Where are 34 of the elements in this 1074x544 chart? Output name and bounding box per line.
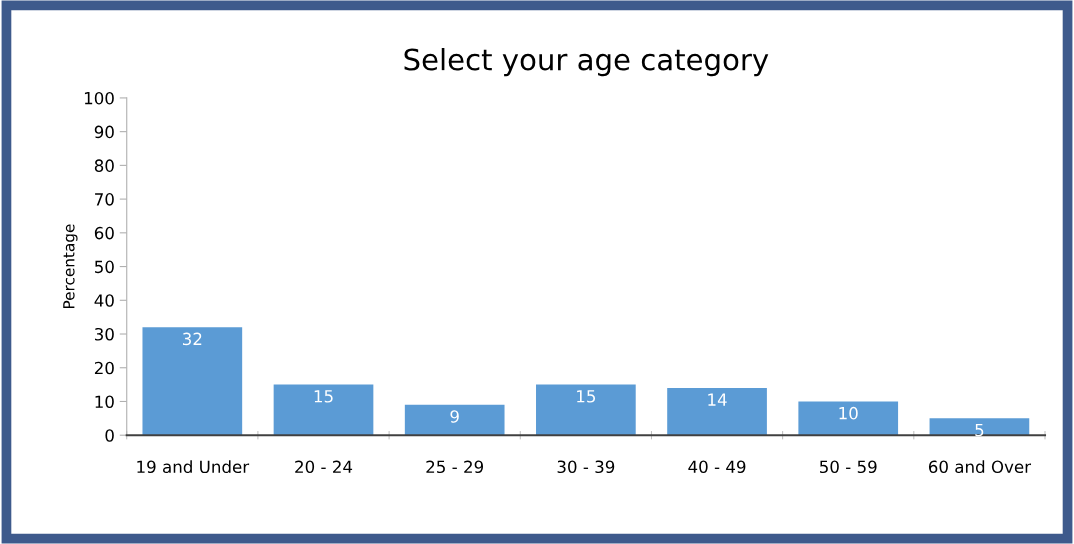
chart-title: Select your age category <box>404 47 769 77</box>
x-tick-label: 20 - 24 <box>295 460 353 474</box>
y-tick-label: 20 <box>94 361 114 375</box>
y-tick-label: 10 <box>95 395 114 409</box>
y-tick-label: 60 <box>94 226 114 240</box>
y-tick-label: 100 <box>84 91 114 105</box>
x-tick-label: 25 - 29 <box>426 460 484 474</box>
bar <box>404 404 505 436</box>
y-tick-label: 50 <box>95 260 114 274</box>
y-tick-label: 80 <box>94 159 114 172</box>
x-tick-label: 30 - 39 <box>557 460 615 474</box>
y-axis-title: Percentage <box>63 224 78 309</box>
bar <box>929 418 1030 436</box>
y-tick-label: 90 <box>94 125 114 139</box>
y-tick-label: 0 <box>105 429 114 442</box>
data-label: 15 <box>314 390 333 403</box>
bar <box>536 384 636 436</box>
x-tick-label: 50 - 59 <box>820 460 877 474</box>
bar <box>273 384 374 436</box>
data-label: 10 <box>839 406 858 420</box>
y-tick-label: 40 <box>94 294 114 307</box>
data-label: 32 <box>182 332 202 346</box>
y-tick-label: 30 <box>94 327 114 341</box>
bar <box>798 401 899 436</box>
data-label: 14 <box>708 393 727 406</box>
y-tick-label: 70 <box>95 193 114 206</box>
data-label: 5 <box>975 423 984 437</box>
data-label: 15 <box>577 390 596 403</box>
bar <box>142 327 243 436</box>
x-tick-label: 40 - 49 <box>688 460 746 474</box>
data-label: 9 <box>450 410 459 423</box>
x-tick-label: 60 and Over <box>928 460 1032 474</box>
bar <box>667 387 767 436</box>
x-tick-label: 19 and Under <box>137 460 250 474</box>
